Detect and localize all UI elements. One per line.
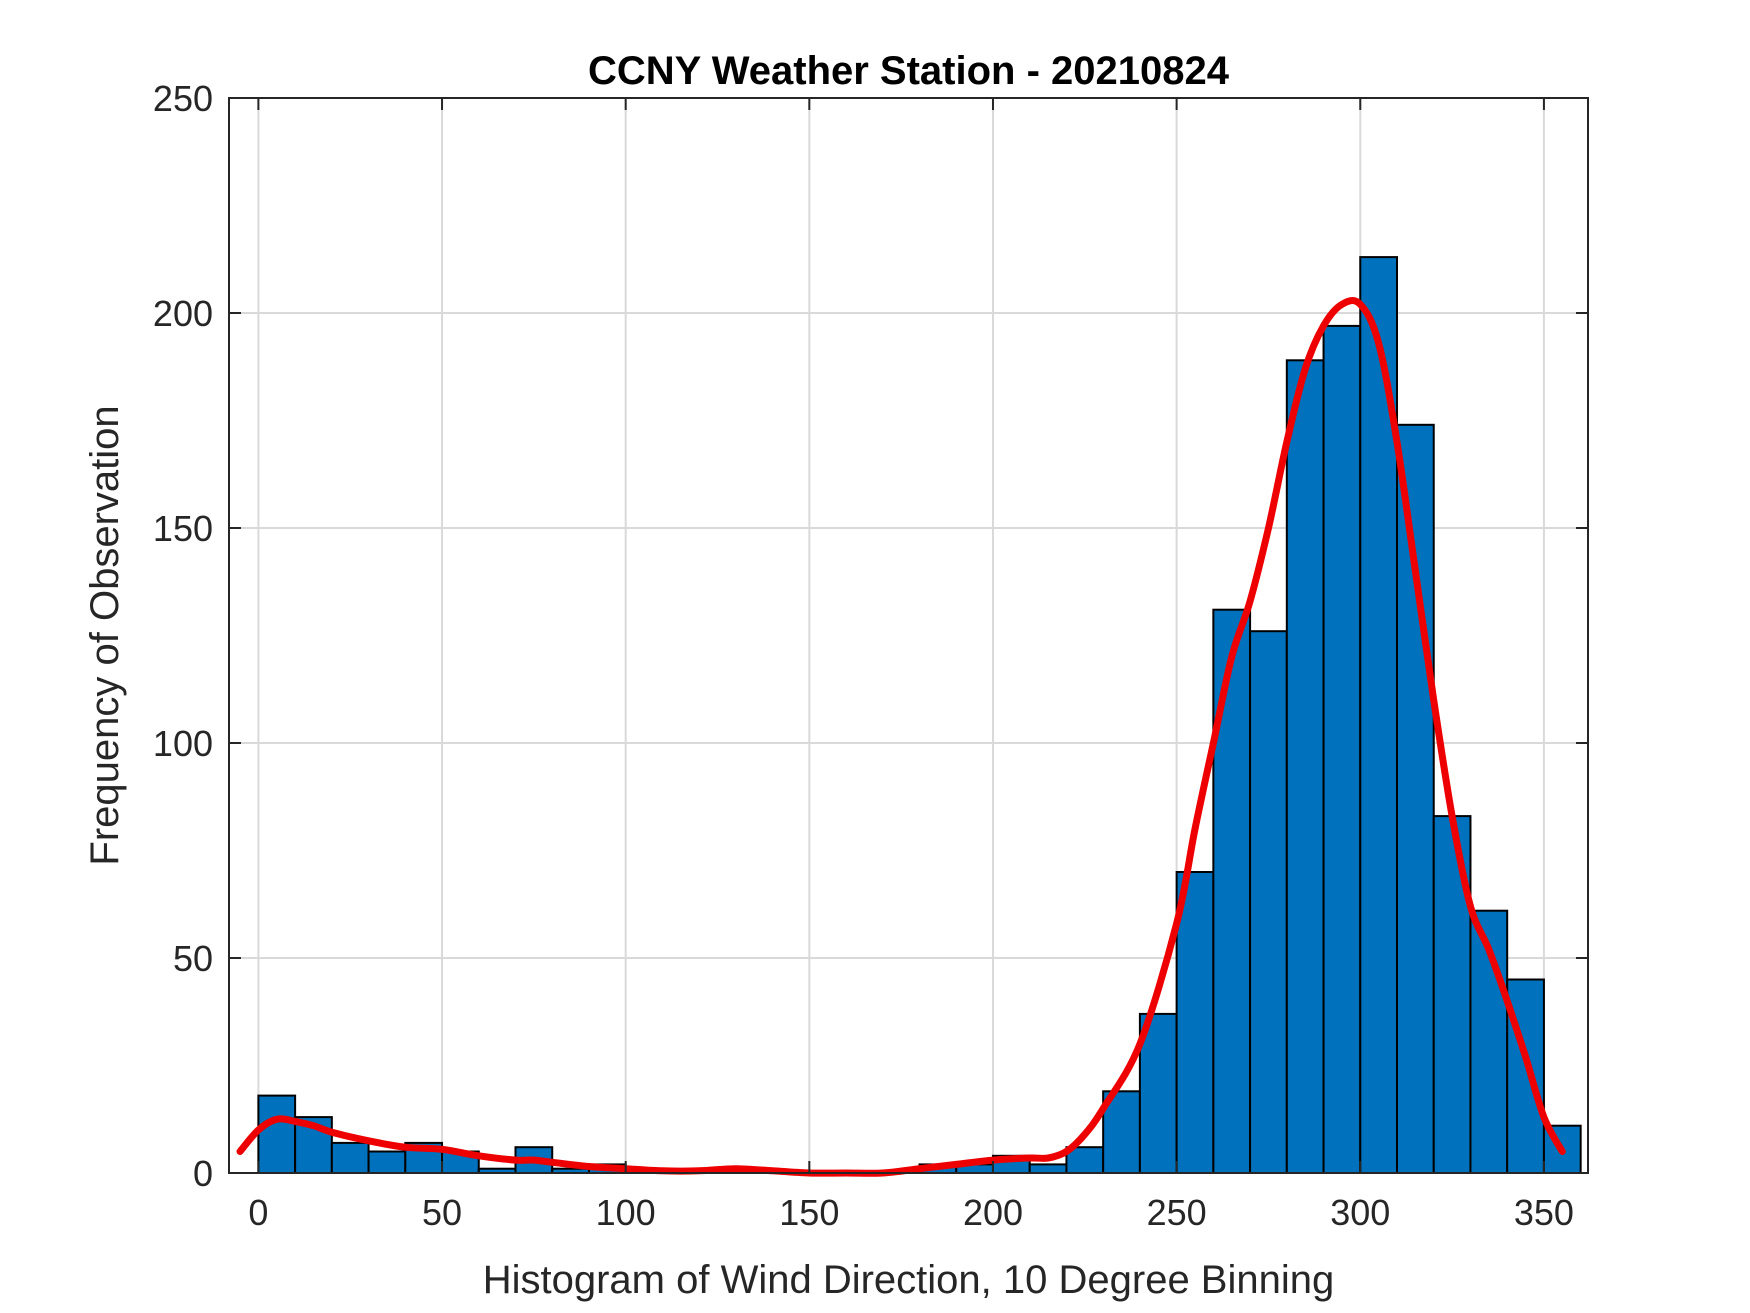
y-tick-label: 0 [193, 1153, 213, 1194]
x-tick-label: 350 [1514, 1192, 1574, 1233]
y-tick-label: 50 [173, 938, 213, 979]
x-tick-label: 150 [779, 1192, 839, 1233]
y-tick-label: 100 [153, 723, 213, 764]
histogram-bar [1175, 871, 1215, 1174]
fit-curve [236, 297, 1566, 1177]
histogram-bar [1212, 608, 1252, 1174]
y-tick-label: 150 [153, 508, 213, 549]
plot-frame [228, 97, 1589, 1174]
histogram-bar [1028, 1163, 1068, 1175]
histogram-bar [1285, 359, 1325, 1174]
x-axis-label: Histogram of Wind Direction, 10 Degree B… [483, 1258, 1335, 1302]
histogram-bars [257, 256, 1582, 1175]
histogram-bar [1249, 630, 1288, 1174]
histogram-bar [330, 1141, 370, 1175]
x-tick-label: 200 [963, 1192, 1023, 1233]
histogram-bar [367, 1150, 407, 1174]
x-tick-label: 250 [1147, 1192, 1207, 1233]
axis-ticks: 0 50 100 150 200 250 300 350 0 50 100 150 200 250 [153, 78, 1588, 1233]
x-tick-label: 50 [422, 1192, 462, 1233]
histogram-bar [1322, 324, 1362, 1174]
y-tick-label: 250 [153, 78, 213, 119]
histogram-bar [257, 1094, 297, 1174]
chart-title: CCNY Weather Station - 20210824 [588, 49, 1230, 93]
histogram-bar [1396, 423, 1435, 1174]
x-tick-label: 300 [1330, 1192, 1390, 1233]
x-tick-label: 100 [596, 1192, 656, 1233]
x-tick-label: 0 [248, 1192, 268, 1233]
y-axis-label: Frequency of Observation [83, 405, 127, 865]
y-tick-label: 200 [153, 293, 213, 334]
